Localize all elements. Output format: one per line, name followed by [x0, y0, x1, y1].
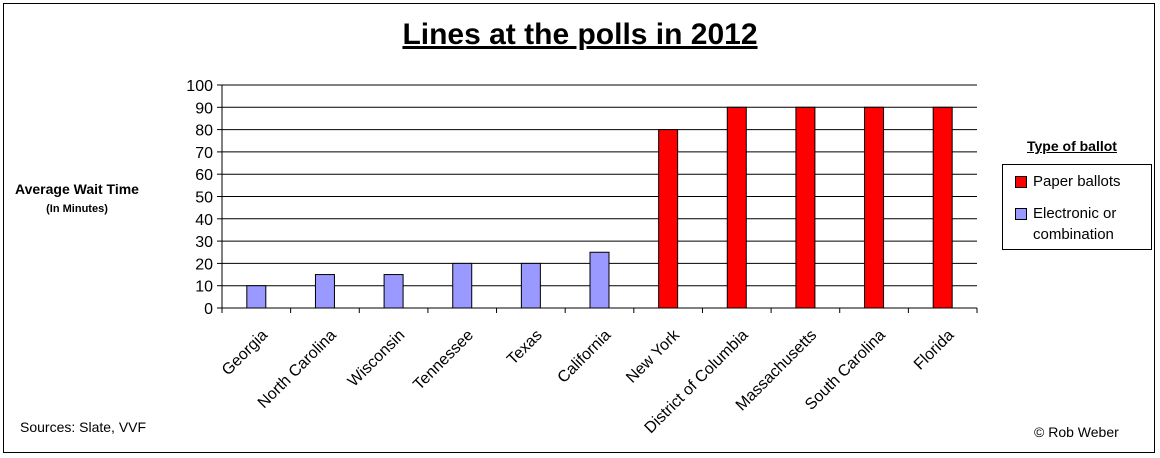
bar-north-carolina [314, 274, 335, 309]
x-tick-label: Georgia [219, 327, 271, 379]
legend-swatch-electronic [1015, 208, 1027, 220]
bar-massachusetts [795, 106, 816, 309]
legend-label-electronic: Electronic or combination [1033, 205, 1117, 243]
y-tick-label: 20 [195, 256, 213, 273]
y-axis-sublabel: (In Minutes) [46, 203, 108, 215]
y-tick-label: 50 [195, 190, 213, 207]
legend-title: Type of ballot [1027, 138, 1117, 154]
y-tick-label: 80 [195, 123, 213, 140]
y-tick-label: 40 [195, 212, 213, 229]
bar-california [589, 251, 610, 309]
y-tick-label: 60 [195, 167, 213, 184]
bar-florida [932, 106, 953, 309]
legend-swatch-paper [1015, 176, 1027, 188]
x-tick-label: Tennessee [410, 327, 477, 394]
y-tick-label: 10 [195, 279, 213, 296]
y-tick-label: 30 [195, 234, 213, 251]
bar-georgia [246, 285, 267, 309]
x-tick-label: California [555, 327, 615, 387]
bar-tennessee [452, 262, 473, 309]
y-tick-label: 0 [204, 301, 213, 318]
y-tick-label: 100 [186, 78, 213, 95]
credit-text: Rob Weber [1048, 424, 1119, 440]
copyright-icon: © [1034, 424, 1045, 440]
chart-title: Lines at the polls in 2012 [402, 18, 758, 51]
x-tick-label: Texas [504, 327, 546, 369]
legend: Paper ballots Electronic or combination [1002, 164, 1152, 250]
legend-item-electronic: Electronic or combination [1015, 203, 1155, 247]
bar-district-of-columbia [726, 106, 747, 309]
sources-note: Sources: Slate, VVF [20, 419, 147, 435]
x-tick-label: Wisconsin [345, 327, 409, 391]
y-tick-label: 90 [195, 100, 213, 117]
x-tick-label: New York [623, 326, 684, 387]
bar-south-carolina [864, 106, 885, 309]
bar-wisconsin [383, 274, 404, 309]
x-tick-label: Florida [911, 327, 958, 374]
credit: © Rob Weber [1034, 424, 1119, 440]
bar-texas [520, 262, 541, 309]
legend-label-paper: Paper ballots [1033, 173, 1121, 190]
legend-item-paper: Paper ballots [1015, 171, 1155, 195]
y-tick-label: 70 [195, 145, 213, 162]
y-axis-label: Average Wait Time [15, 181, 139, 197]
chart-frame [3, 3, 1155, 453]
bar-new-york [658, 129, 679, 309]
